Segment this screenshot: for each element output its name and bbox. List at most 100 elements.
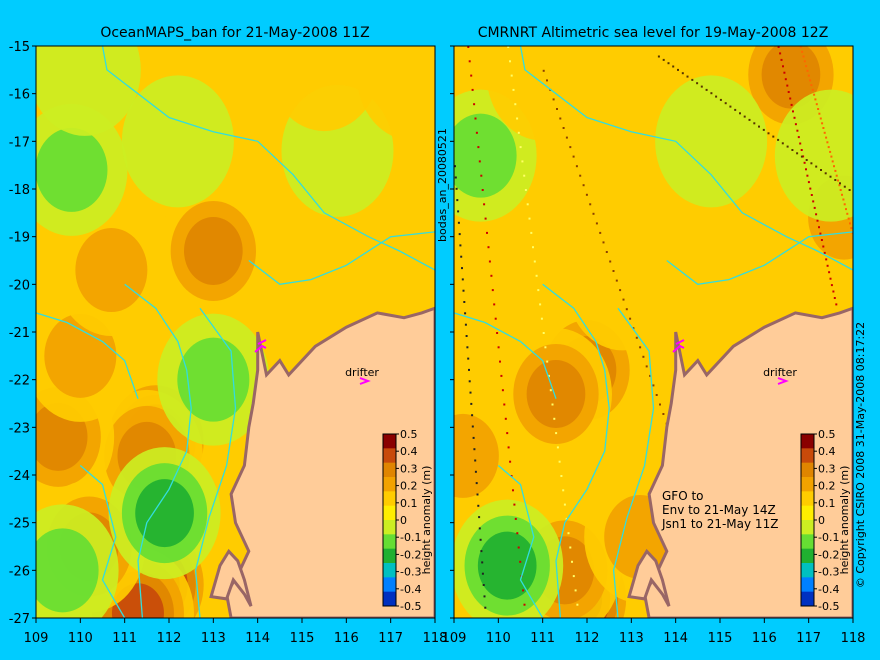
track-dot bbox=[772, 135, 775, 138]
track-dot bbox=[816, 219, 819, 222]
track-dot bbox=[810, 84, 813, 87]
bathymetry-line-0 bbox=[101, 46, 435, 271]
left-bathymetry-contours bbox=[36, 46, 435, 618]
track-dot bbox=[806, 174, 809, 177]
track-dot bbox=[478, 527, 481, 530]
track-dot bbox=[787, 91, 790, 93]
colorbar-segment bbox=[801, 534, 814, 550]
colorbar-tick-label: 0.3 bbox=[400, 462, 418, 475]
track-dot bbox=[812, 200, 815, 203]
track-dot bbox=[558, 460, 561, 463]
track-dot bbox=[462, 289, 465, 292]
track-dot bbox=[612, 270, 615, 272]
track-dot bbox=[459, 244, 462, 247]
track-dot bbox=[473, 103, 476, 106]
track-dot bbox=[461, 278, 464, 281]
track-dot bbox=[473, 448, 476, 451]
track-dot bbox=[562, 127, 565, 129]
track-dot bbox=[559, 117, 562, 120]
colorbar-tick-label: 0.3 bbox=[818, 462, 836, 475]
track-dot bbox=[582, 184, 585, 187]
track-dot bbox=[585, 193, 588, 196]
track-dot bbox=[817, 108, 820, 110]
track-dot bbox=[815, 213, 818, 216]
y-tick-label: -27 bbox=[9, 612, 30, 627]
track-dot bbox=[833, 165, 835, 168]
track-dot bbox=[809, 79, 812, 82]
track-dot bbox=[454, 165, 456, 168]
colorbar-tick-label: 0.4 bbox=[818, 445, 836, 458]
track-dot bbox=[556, 446, 559, 449]
colorbar-segment bbox=[383, 548, 396, 564]
colorbar-segment bbox=[383, 563, 396, 578]
track-dot bbox=[767, 132, 770, 135]
track-dot bbox=[514, 103, 517, 106]
colorbar-tick-label: -0.5 bbox=[818, 600, 839, 613]
left-side-label: bodas_an_20080521 bbox=[436, 128, 449, 242]
anomaly-low-9 bbox=[454, 499, 564, 618]
track-dot bbox=[830, 155, 833, 158]
anomaly-high-14 bbox=[486, 46, 599, 141]
track-dot bbox=[803, 60, 806, 63]
track-dot bbox=[507, 46, 510, 48]
bathymetry-line-2 bbox=[194, 307, 237, 618]
track-dot bbox=[846, 212, 849, 215]
colorbar-tick-label: 0.2 bbox=[400, 480, 418, 493]
track-dot bbox=[729, 105, 732, 108]
x-tick-label: 114 bbox=[663, 631, 688, 646]
track-dot bbox=[662, 58, 665, 61]
track-dot bbox=[477, 146, 480, 149]
track-dot bbox=[482, 584, 485, 586]
track-dot bbox=[662, 413, 665, 415]
track-dot bbox=[813, 206, 816, 209]
track-dot bbox=[546, 79, 548, 82]
right-map-panel: CMRNRT Altimetric sea level for 19-May-2… bbox=[442, 25, 867, 646]
right-drifter-track-icon bbox=[672, 339, 685, 353]
right-panel-title: CMRNRT Altimetric sea level for 19-May-2… bbox=[478, 25, 829, 41]
track-dot bbox=[468, 60, 471, 63]
y-tick-label: -21 bbox=[9, 326, 30, 341]
track-dot bbox=[659, 403, 661, 406]
track-dot bbox=[470, 74, 473, 77]
track-dot bbox=[792, 110, 794, 113]
colorbar-segment bbox=[801, 548, 814, 564]
anomaly-low-9 bbox=[108, 447, 221, 580]
track-dot bbox=[474, 470, 477, 473]
colorbar-tick-label: 0.4 bbox=[400, 445, 418, 458]
colorbar-segment bbox=[801, 448, 814, 464]
track-dot bbox=[556, 108, 558, 110]
track-dot bbox=[625, 308, 628, 311]
colorbar-tick-label: -0.1 bbox=[400, 531, 421, 544]
track-dot bbox=[574, 589, 577, 592]
track-dot bbox=[513, 503, 516, 506]
track-dot bbox=[843, 203, 846, 206]
colorbar-segment bbox=[383, 534, 396, 550]
anomaly-high-18 bbox=[356, 46, 435, 141]
track-dot bbox=[799, 142, 802, 145]
track-dot bbox=[467, 46, 470, 48]
colorbar-tick-label: -0.4 bbox=[818, 583, 839, 596]
y-tick-label: -26 bbox=[9, 564, 30, 579]
track-dot bbox=[602, 241, 605, 244]
track-dot bbox=[645, 365, 648, 368]
y-tick-label: -23 bbox=[9, 421, 30, 436]
track-dot bbox=[810, 162, 813, 165]
track-dot bbox=[827, 146, 830, 149]
left-panel-title: OceanMAPS_ban for 21-May-2008 11Z bbox=[100, 25, 369, 41]
track-dot bbox=[830, 284, 833, 287]
track-dot bbox=[589, 203, 592, 206]
colorbar-tick-label: 0 bbox=[400, 514, 407, 527]
track-dot bbox=[796, 152, 799, 155]
colorbar-tick-label: 0.5 bbox=[400, 428, 418, 441]
track-dot bbox=[455, 187, 458, 190]
track-dot bbox=[493, 303, 496, 306]
track-dot bbox=[639, 346, 642, 349]
track-dot bbox=[793, 116, 796, 119]
track-dot bbox=[672, 65, 675, 68]
track-dot bbox=[469, 391, 472, 394]
anomaly-high-17 bbox=[268, 46, 381, 132]
track-dot bbox=[834, 169, 837, 172]
track-dot bbox=[458, 233, 461, 236]
track-dot bbox=[569, 546, 572, 549]
track-dot bbox=[705, 88, 708, 91]
